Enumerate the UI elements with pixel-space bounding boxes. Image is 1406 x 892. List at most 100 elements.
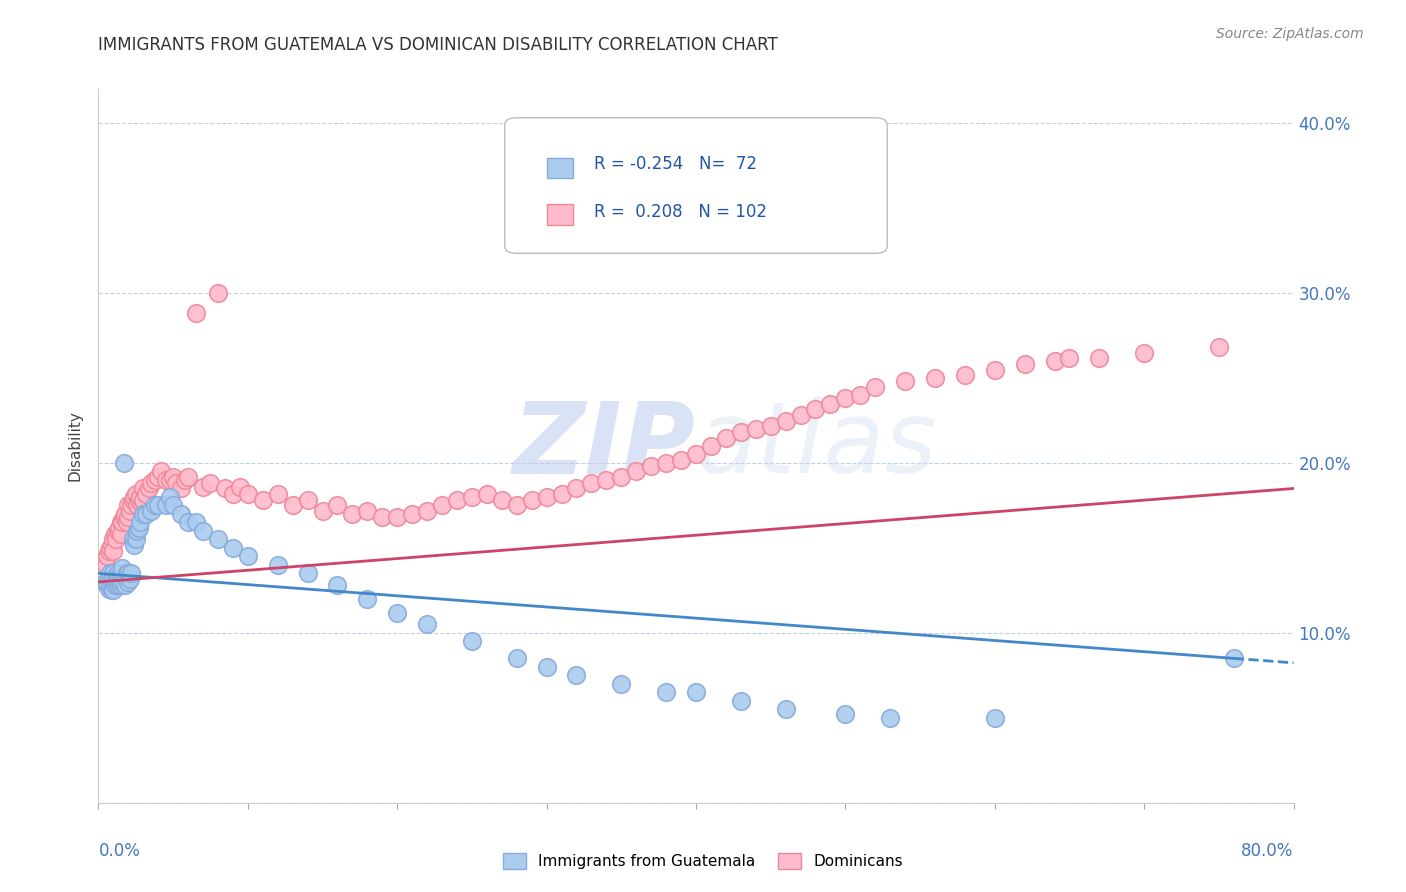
Point [1223,651,1246,665]
Point [162,499,184,513]
Point [107,524,129,538]
Point [342,507,364,521]
Point [124,490,146,504]
Point [118,572,141,586]
Text: 0.0%: 0.0% [98,842,141,860]
Point [371,510,394,524]
Point [207,286,229,301]
Point [655,456,678,470]
Point [103,572,125,586]
Point [222,486,245,500]
Point [506,499,529,513]
Point [159,490,181,504]
Point [356,503,378,517]
Point [169,482,191,496]
Point [96,578,118,592]
Point [98,541,122,555]
Point [191,480,214,494]
Point [105,572,128,586]
Point [103,583,125,598]
Point [129,490,152,504]
Point [118,503,141,517]
Point [610,469,633,483]
Point [1133,345,1156,359]
Point [101,574,124,589]
Point [96,549,118,564]
FancyBboxPatch shape [547,158,572,178]
Point [610,677,633,691]
Point [143,499,166,513]
Point [430,499,453,513]
Point [127,524,149,538]
Point [111,574,134,589]
Point [461,634,484,648]
Point [98,566,122,581]
Point [135,507,157,521]
Point [103,544,125,558]
Point [117,566,139,581]
Point [125,533,148,547]
Point [200,476,222,491]
Point [356,591,378,606]
Point [111,561,134,575]
Point [834,707,856,722]
Text: R = -0.254   N=  72: R = -0.254 N= 72 [595,155,758,173]
Point [117,499,139,513]
Point [104,527,127,541]
Point [159,473,181,487]
Point [132,493,155,508]
Point [730,425,752,440]
Point [108,520,131,534]
Point [236,486,259,500]
Point [97,572,120,586]
Point [114,578,136,592]
Point [789,409,811,423]
Point [177,516,200,530]
Point [461,490,484,504]
Point [114,507,136,521]
Point [401,507,423,521]
Point [879,711,901,725]
Point [581,476,603,491]
Point [111,516,134,530]
Point [385,510,409,524]
Point [804,401,827,416]
Point [416,503,439,517]
Point [155,499,177,513]
Text: R =  0.208   N = 102: R = 0.208 N = 102 [595,203,768,221]
Point [124,537,146,551]
Point [214,482,236,496]
Point [139,503,162,517]
Point [165,476,187,491]
Point [148,469,170,483]
Point [759,418,782,433]
Point [120,566,142,581]
Text: IMMIGRANTS FROM GUATEMALA VS DOMINICAN DISABILITY CORRELATION CHART: IMMIGRANTS FROM GUATEMALA VS DOMINICAN D… [98,36,778,54]
Point [94,574,117,589]
Point [236,549,259,564]
Point [174,473,197,487]
Point [1208,341,1230,355]
Point [311,503,333,517]
Point [129,516,152,530]
Point [103,566,125,581]
Point [117,574,139,589]
Point [107,566,129,581]
Point [120,499,142,513]
Point [669,452,692,467]
Point [107,578,129,592]
Point [326,578,349,592]
Point [595,473,617,487]
Y-axis label: Disability: Disability [67,410,83,482]
Point [953,368,976,382]
Point [326,499,349,513]
Point [97,544,120,558]
Point [267,558,290,572]
Point [105,533,128,547]
Text: ZIP: ZIP [513,398,696,494]
Point [143,473,166,487]
Point [834,392,856,406]
Point [1043,354,1066,368]
Point [117,510,139,524]
Point [104,578,127,592]
